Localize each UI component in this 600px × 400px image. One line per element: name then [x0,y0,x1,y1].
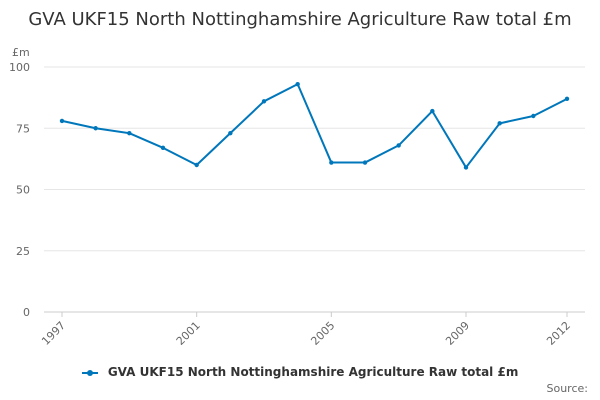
y-tick-label: 75 [16,122,30,135]
series-line [61,83,568,169]
data-point[interactable] [93,126,98,131]
legend-line-marker-icon [81,369,98,376]
data-point[interactable] [261,99,267,104]
data-point[interactable] [160,145,166,151]
x-tick-label: 2012 [544,319,573,348]
data-point[interactable] [497,121,502,126]
axes: 0 25 50 75 100 1997 2001 2005 2009 2012 [9,61,573,348]
x-tick-label: 2001 [174,319,203,348]
y-tick-label: 50 [16,184,30,197]
data-point[interactable] [59,118,65,124]
y-tick-label: 100 [9,61,30,74]
legend-label: GVA UKF15 North Nottinghamshire Agricult… [107,365,519,379]
data-point[interactable] [564,96,570,102]
chart-title: GVA UKF15 North Nottinghamshire Agricult… [0,8,600,32]
data-point[interactable] [127,130,132,136]
x-tick-label: 2005 [308,319,337,348]
data-point[interactable] [362,160,368,165]
data-point[interactable] [463,165,469,170]
source-label: Source: [546,382,589,395]
x-tick-label: 2009 [443,319,472,348]
chart-title-text: GVA UKF15 North Nottinghamshire Agricult… [28,9,572,30]
data-point[interactable] [531,113,536,119]
y-tick-label: 0 [23,306,30,319]
legend[interactable]: GVA UKF15 North Nottinghamshire Agricult… [0,365,600,379]
y-axis-label: £m [12,46,30,59]
data-point[interactable] [228,130,233,136]
gridlines [44,66,585,313]
series-layer [59,81,570,170]
x-tick-label: 1997 [39,319,68,348]
data-point[interactable] [396,143,401,148]
data-point[interactable] [430,108,435,114]
y-tick-label: 25 [16,245,30,258]
data-point[interactable] [194,162,199,168]
data-point[interactable] [295,81,300,87]
data-point[interactable] [329,160,334,165]
